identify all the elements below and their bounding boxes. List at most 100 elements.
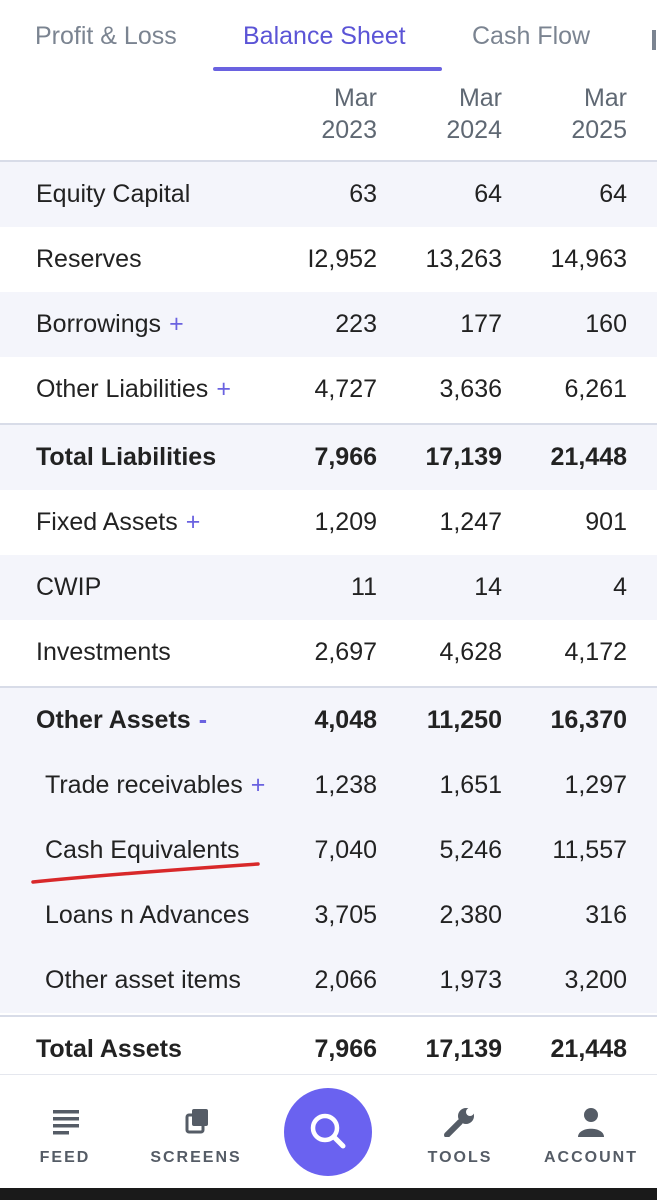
nav-label: SCREENS [150,1149,242,1166]
table-row: Reserves I2,952 13,263 14,963 [0,227,657,292]
row-label-expandable[interactable]: Other Assets - [36,688,207,753]
tab-profit-loss[interactable]: Profit & Loss [35,22,177,50]
row-label-expandable[interactable]: Borrowings + [36,292,184,357]
table-row: Other Liabilities + 4,727 3,636 6,261 [0,357,657,422]
row-label: Trade receivables [45,771,243,799]
cell-value: 4,727 [314,375,377,403]
cell-value: 3,636 [439,375,502,403]
nav-label: FEED [39,1149,91,1166]
row-label: Fixed Assets [36,508,178,536]
column-header-year: 2024 [446,116,502,144]
nav-label: ACCOUNT [544,1149,638,1166]
column-header-month: Mar [333,84,377,112]
row-label: Borrowings [36,310,162,338]
cell-value: 13,263 [425,245,502,273]
cell-value: 4,172 [564,638,627,666]
expand-plus-icon[interactable]: + [216,375,231,403]
wrench-icon [444,1108,474,1137]
cell-value: 223 [335,310,377,338]
table-row-group: Other Assets - 4,048 11,250 16,370 [0,686,657,753]
row-label: Total Liabilities [36,443,217,471]
cell-value: 64 [599,180,627,208]
cell-value: 3,705 [314,901,377,929]
cell-value: 14,963 [550,245,627,273]
table-row-sub: Cash Equivalents 7,040 5,246 11,557 [0,818,657,883]
nav-screens[interactable]: SCREENS [136,1075,256,1189]
cell-value: 21,448 [550,1035,627,1063]
cell-value: 901 [585,508,627,536]
nav-label: TOOLS [427,1149,493,1166]
row-label: Cash Equivalents [45,836,240,864]
row-label: Other Liabilities [36,375,209,403]
row-label-expandable[interactable]: Trade receivables + [45,753,265,818]
column-header-2023: Mar 2023 [277,82,377,146]
nav-account[interactable]: ACCOUNT [531,1075,651,1189]
cell-value: 17,139 [425,1035,502,1063]
cell-value: 11,557 [552,836,627,864]
red-underline-annotation [31,862,260,884]
nav-tools[interactable]: TOOLS [400,1075,520,1189]
table-row-total: Total Assets 7,966 17,139 21,448 [0,1015,657,1082]
row-label: Reserves [36,245,142,273]
tab-bar: Profit & Loss Balance Sheet Cash Flow [0,0,657,72]
row-label: Total Assets [36,1035,182,1063]
column-header-year: 2025 [571,116,627,144]
cell-value: 2,697 [314,638,377,666]
column-header-month: Mar [458,84,502,112]
search-icon [310,1113,346,1149]
feed-icon [53,1110,79,1135]
column-header-year: 2023 [321,116,377,144]
cell-value: 5,246 [439,836,502,864]
row-label-expandable[interactable]: Fixed Assets + [36,490,200,555]
cell-value: 7,966 [314,443,377,471]
cell-value: 11,250 [426,706,502,734]
cell-value: 177 [460,310,502,338]
screens-icon [185,1109,208,1134]
column-header-2025: Mar 2025 [527,82,627,146]
cell-value: 6,261 [564,375,627,403]
system-bar [0,1188,657,1200]
cell-value: 4,628 [439,638,502,666]
table-header: Mar 2023 Mar 2024 Mar 2025 [0,72,657,162]
cell-value: 1,247 [439,508,502,536]
cell-value: 1,297 [564,771,627,799]
collapse-minus-icon[interactable]: - [198,706,208,734]
table-row: Borrowings + 223 177 160 [0,292,657,357]
table-row: Investments 2,697 4,628 4,172 [0,620,657,685]
column-header-month: Mar [583,84,627,112]
table-row-sub: Trade receivables + 1,238 1,651 1,297 [0,753,657,818]
tab-balance-sheet[interactable]: Balance Sheet [243,22,406,50]
tab-cash-flow[interactable]: Cash Flow [472,22,591,50]
expand-plus-icon[interactable]: + [169,310,184,338]
cell-value: 4 [613,573,627,601]
expand-plus-icon[interactable]: + [185,508,201,536]
row-label: Investments [36,638,171,666]
cell-value: 4,048 [314,706,377,734]
cell-value: 316 [585,901,627,929]
table-row-total: Total Liabilities 7,966 17,139 21,448 [0,423,657,490]
cell-value: 2,380 [439,901,502,929]
cell-value: 63 [349,180,377,208]
expand-plus-icon[interactable]: + [250,771,266,799]
tab-next-partial[interactable] [652,30,656,50]
cell-value: 160 [585,310,627,338]
cell-value: 7,040 [314,836,377,864]
table-row: CWIP 11 14 4 [0,555,657,620]
account-icon [578,1108,604,1137]
row-label: CWIP [36,573,102,601]
cell-value: 2,066 [314,966,377,994]
cell-value: 14 [474,573,502,601]
search-button[interactable] [284,1088,372,1176]
cell-value: 1,651 [439,771,502,799]
row-label-expandable[interactable]: Other Liabilities + [36,357,231,422]
cell-value: 1,238 [314,771,377,799]
cell-value: 11 [351,573,377,601]
table-row: Fixed Assets + 1,209 1,247 901 [0,490,657,555]
active-tab-indicator [213,67,442,71]
row-label: Other asset items [45,966,241,994]
table-row-sub: Loans n Advances 3,705 2,380 316 [0,883,657,948]
column-header-2024: Mar 2024 [402,82,502,146]
cell-value: 7,966 [314,1035,377,1063]
header-divider [0,160,657,162]
nav-feed[interactable]: FEED [5,1075,125,1189]
